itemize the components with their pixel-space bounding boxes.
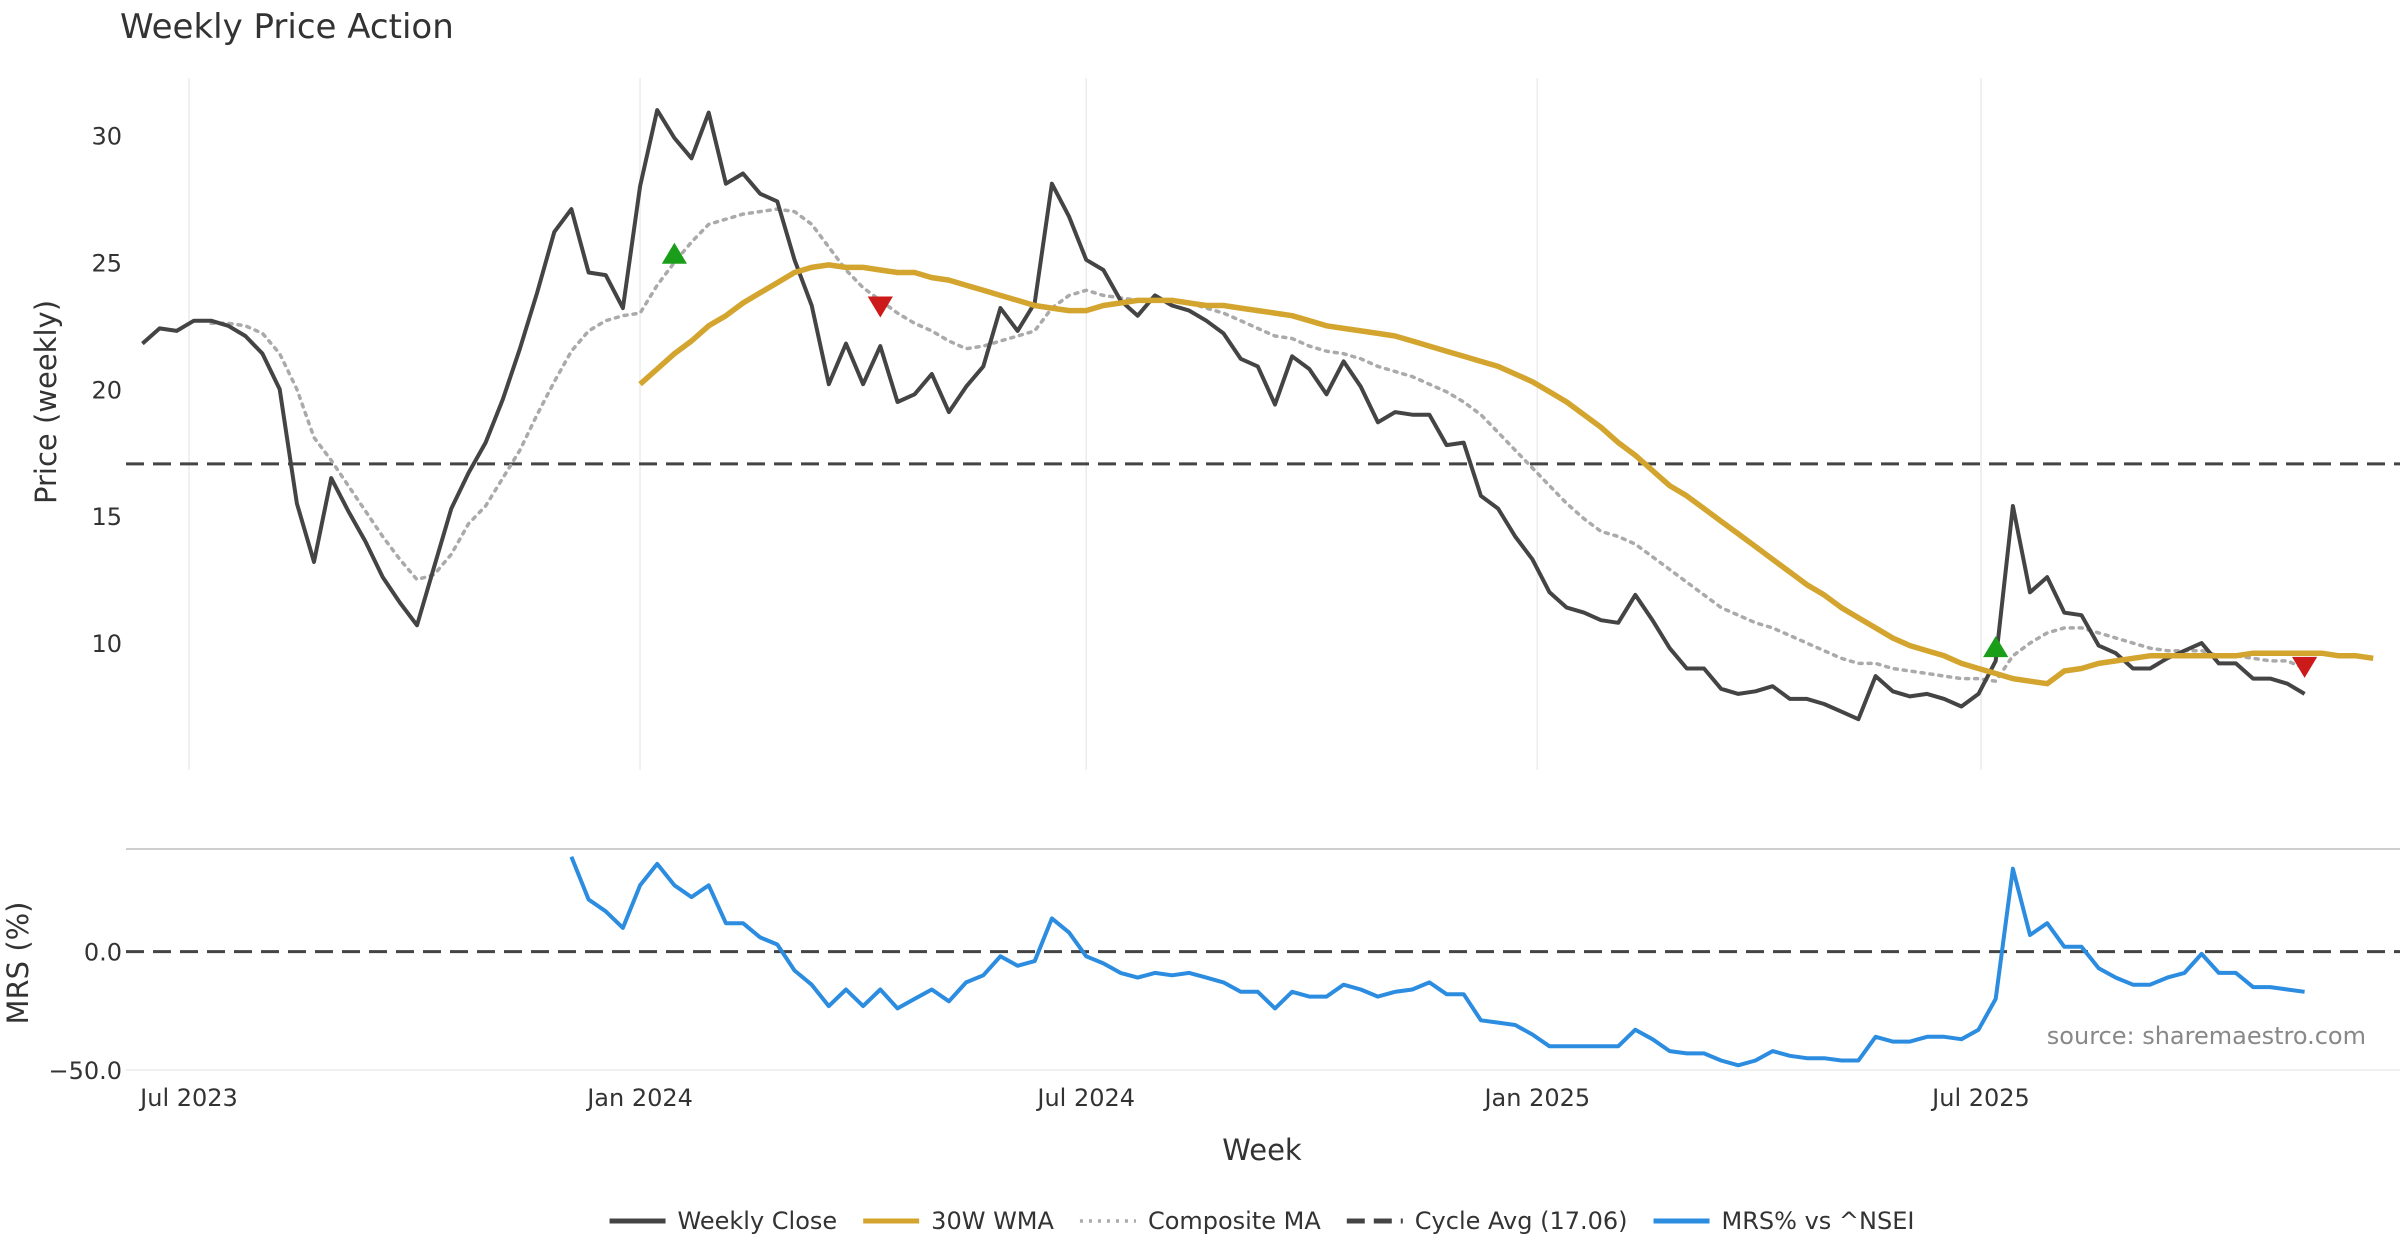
- x-axis-label: Week: [1222, 1133, 1302, 1167]
- price-y-tick-label: 20: [91, 376, 122, 404]
- price-composite-ma-line: [209, 207, 2307, 683]
- price-30w-wma-line: [638, 262, 2374, 687]
- mrs-mrs-vs-nsei-line: [569, 856, 2305, 1068]
- legend-item-30w-wma: 30W WMA: [863, 1207, 1055, 1235]
- mrs-y-ticks: 0.0 −50.0: [48, 939, 122, 1085]
- price-y-tick-label: 25: [91, 249, 122, 277]
- signal-markers: [661, 242, 2318, 678]
- source-label: source: sharemaestro.com: [2047, 1022, 2366, 1050]
- legend: Weekly Close 30W WMA Composite MA Cycle Avg…: [609, 1207, 1915, 1235]
- price-y-tick-label: 30: [91, 122, 122, 150]
- mrs-y-tick-label: 0.0: [84, 939, 122, 967]
- legend-label: Cycle Avg (17.06): [1415, 1207, 1628, 1235]
- buy-signal-marker: [661, 242, 687, 264]
- x-tick-label: Jan 2025: [1482, 1084, 1590, 1112]
- legend-item-mrs-vs-nsei: MRS% vs ^NSEI: [1653, 1207, 1915, 1235]
- legend-label: Composite MA: [1148, 1207, 1321, 1235]
- legend-label: MRS% vs ^NSEI: [1722, 1207, 1915, 1235]
- price-weekly-close-line: [141, 108, 2306, 722]
- price-y-axis-label: Price (weekly): [29, 300, 63, 504]
- price-y-ticks: 10 15 20 25 30: [91, 122, 122, 658]
- mrs-panel: 0.0 −50.0 MRS (%) source: sharemaestro.co…: [1, 856, 2400, 1085]
- legend-item-weekly-close: Weekly Close: [609, 1207, 838, 1235]
- x-tick-label: Jul 2024: [1035, 1084, 1135, 1112]
- mrs-series: [126, 856, 2400, 1068]
- price-series: [126, 108, 2400, 722]
- mrs-y-axis-label: MRS (%): [1, 902, 35, 1025]
- sell-signal-marker: [2291, 656, 2318, 678]
- x-tick-label: Jan 2024: [585, 1084, 693, 1112]
- mrs-y-tick-label: −50.0: [48, 1057, 122, 1085]
- sell-signal-marker: [867, 296, 893, 318]
- x-axis-ticks: Jul 2023 Jan 2024 Jul 2024 Jan 2025 Jul 2025: [138, 1084, 2030, 1112]
- legend-item-cycle-avg-17-06: Cycle Avg (17.06): [1346, 1207, 1628, 1235]
- legend-item-composite-ma: Composite MA: [1079, 1207, 1321, 1235]
- buy-signal-marker: [1983, 636, 2009, 658]
- x-tick-label: Jul 2023: [138, 1084, 238, 1112]
- legend-label: 30W WMA: [931, 1207, 1054, 1235]
- price-y-tick-label: 10: [91, 630, 122, 658]
- price-panel: 10 15 20 25 30 Price (weekly): [29, 78, 2400, 770]
- price-gridlines: [188, 78, 1982, 770]
- chart-title: Weekly Price Action: [120, 7, 454, 47]
- price-y-tick-label: 15: [91, 503, 122, 531]
- x-tick-label: Jul 2025: [1930, 1084, 2030, 1112]
- legend-label: Weekly Close: [678, 1207, 838, 1235]
